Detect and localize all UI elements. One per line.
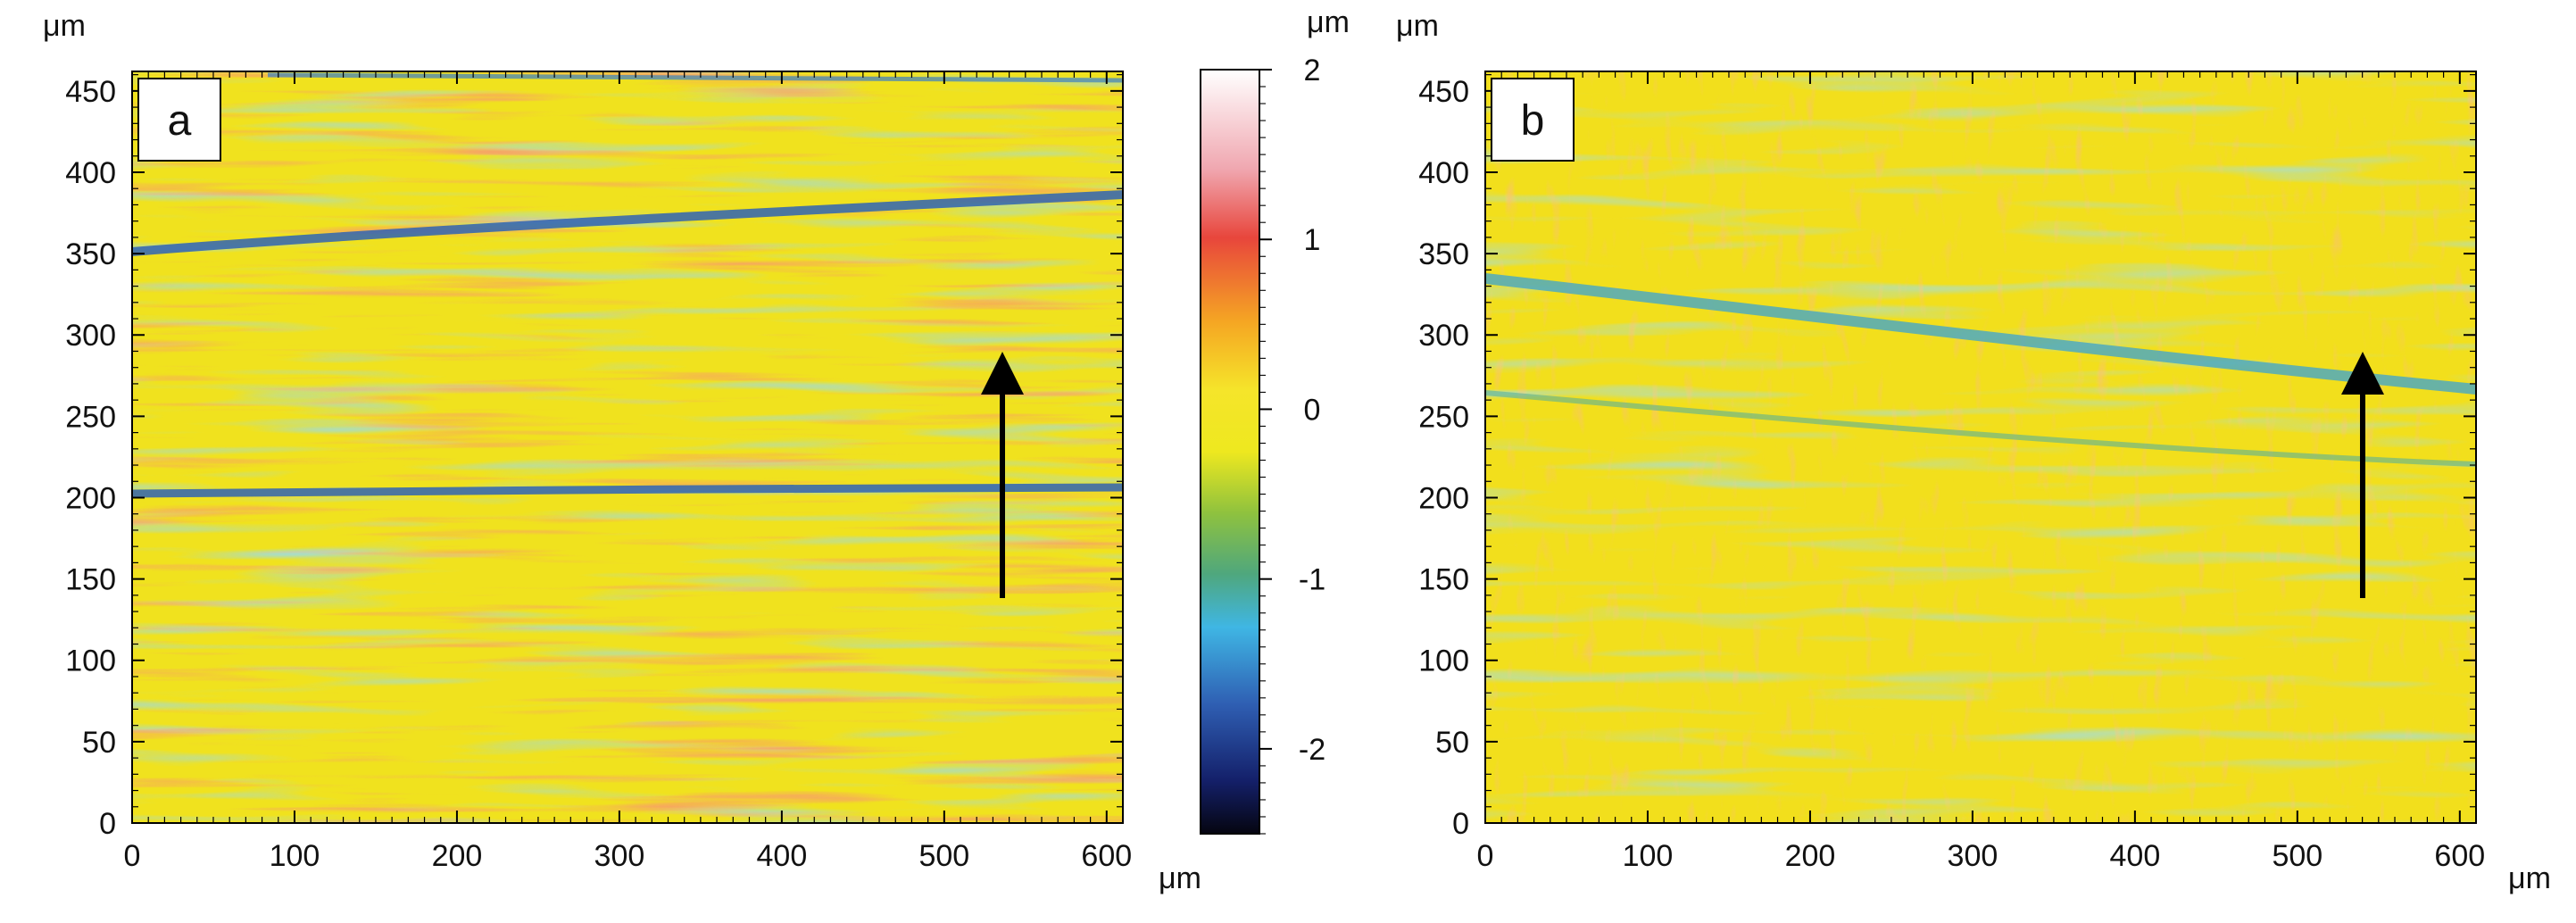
x-tick-label: 400 [757, 839, 808, 873]
panel-a: 0 100 200 300 400 500 600 0 50 100 150 200 250 300 350… [43, 9, 1201, 895]
x-tick-label: 0 [124, 839, 141, 873]
y-tick-label: 100 [65, 644, 116, 678]
colorbar-gradient [1200, 69, 1260, 835]
x-tick-label: 0 [1477, 839, 1494, 873]
panel-b-groove-2 [1484, 390, 2477, 467]
colorbar-tick-label: 2 [1304, 54, 1321, 87]
x-tick-label: 500 [2272, 839, 2323, 873]
x-tick-label: 300 [594, 839, 645, 873]
y-tick-label: 350 [1418, 237, 1469, 271]
panel-a-groove-top [267, 72, 1124, 83]
panel-b-ticks: 0 100 200 300 400 500 600 0 50 100 150 200 250 300 350… [1418, 71, 2485, 873]
panel-b-frame [1484, 71, 2477, 824]
y-tick-label: 100 [1418, 644, 1469, 678]
x-tick-label: 200 [1785, 839, 1836, 873]
x-tick-label: 600 [2434, 839, 2485, 873]
colorbar-ticks: 2 1 0 -1 -2 [1259, 54, 1325, 835]
y-tick-label: 0 [99, 807, 116, 841]
colorbar-tick-label: 0 [1304, 393, 1321, 427]
y-tick-label: 450 [1418, 75, 1469, 109]
panel-a-frame [131, 71, 1124, 824]
x-tick-label: 200 [432, 839, 483, 873]
y-tick-label: 200 [65, 481, 116, 515]
panel-a-letter-box [137, 78, 221, 162]
y-tick-label: 400 [65, 156, 116, 190]
y-tick-label: 0 [1452, 807, 1469, 841]
y-tick-label: 50 [1435, 726, 1469, 760]
colorbar: 2 1 0 -1 -2 μm [1200, 5, 1350, 835]
panel-b-groove [1484, 273, 2477, 395]
panel-b-x-unit: μm [2508, 861, 2551, 895]
panel-a-groove-upper [131, 190, 1124, 256]
panel-b-y-unit: μm [1396, 9, 1439, 43]
panel-a-y-unit: μm [43, 9, 86, 43]
panel-a-groove-lower [131, 483, 1124, 498]
y-tick-label: 250 [65, 400, 116, 434]
panel-b: 0 100 200 300 400 500 600 0 50 100 150 200 250 300 350… [1396, 9, 2551, 895]
y-tick-label: 400 [1418, 156, 1469, 190]
colorbar-tick-label: 1 [1304, 223, 1321, 257]
panel-a-x-unit: μm [1159, 861, 1201, 895]
x-tick-label: 500 [918, 839, 969, 873]
x-tick-label: 600 [1081, 839, 1132, 873]
panel-a-letter: a [168, 97, 192, 145]
x-tick-label: 100 [270, 839, 320, 873]
y-tick-label: 200 [1418, 481, 1469, 515]
panel-b-letter: b [1521, 97, 1545, 145]
panel-a-ticks: 0 100 200 300 400 500 600 0 50 100 150 200 250 300 350… [65, 71, 1132, 873]
y-tick-label: 150 [65, 563, 116, 597]
x-tick-label: 300 [1948, 839, 1998, 873]
panel-b-letter-box [1491, 78, 1575, 162]
y-tick-label: 450 [65, 75, 116, 109]
panel-a-map-texture [132, 71, 1123, 823]
x-tick-label: 400 [2110, 839, 2161, 873]
y-tick-label: 150 [1418, 563, 1469, 597]
y-tick-label: 250 [1418, 400, 1469, 434]
y-tick-label: 300 [65, 319, 116, 353]
y-tick-label: 350 [65, 237, 116, 271]
y-tick-label: 50 [82, 726, 116, 760]
panel-b-map-texture [1485, 71, 2476, 823]
y-tick-label: 300 [1418, 319, 1469, 353]
colorbar-tick-label: -1 [1299, 563, 1325, 597]
colorbar-unit: μm [1307, 5, 1350, 39]
x-tick-label: 100 [1623, 839, 1674, 873]
colorbar-tick-label: -2 [1299, 733, 1325, 767]
